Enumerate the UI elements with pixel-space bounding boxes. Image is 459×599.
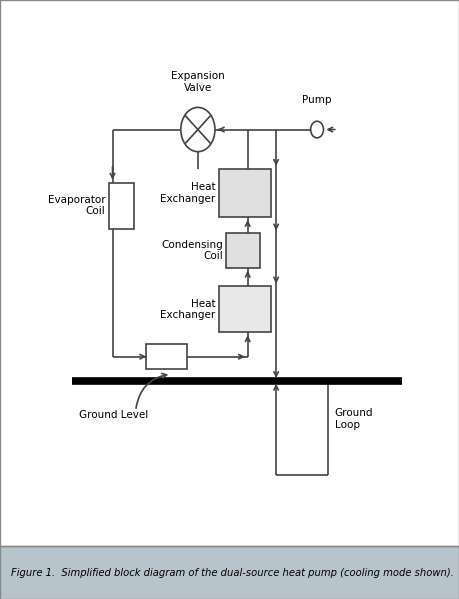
Text: Ground
Loop: Ground Loop	[335, 408, 373, 429]
Bar	[146, 344, 187, 370]
Text: Ground Level: Ground Level	[79, 410, 148, 420]
Text: Evaporator
Coil: Evaporator Coil	[48, 195, 106, 216]
Text: Condensing
Coil: Condensing Coil	[161, 240, 223, 261]
Bar	[219, 169, 271, 217]
Bar	[0, 546, 459, 599]
Circle shape	[311, 121, 324, 138]
Text: Pump: Pump	[302, 95, 332, 105]
Text: Figure 1.  Simplified block diagram of the dual-source heat pump (cooling mode s: Figure 1. Simplified block diagram of th…	[11, 568, 454, 577]
Text: Heat
Exchanger: Heat Exchanger	[161, 182, 216, 204]
Circle shape	[181, 107, 215, 152]
Bar	[109, 183, 134, 229]
Bar	[0, 546, 459, 599]
Bar	[226, 233, 260, 268]
Text: Expansion
Valve: Expansion Valve	[171, 71, 225, 93]
Text: Heat
Exchanger: Heat Exchanger	[161, 299, 216, 320]
Bar	[219, 286, 271, 332]
